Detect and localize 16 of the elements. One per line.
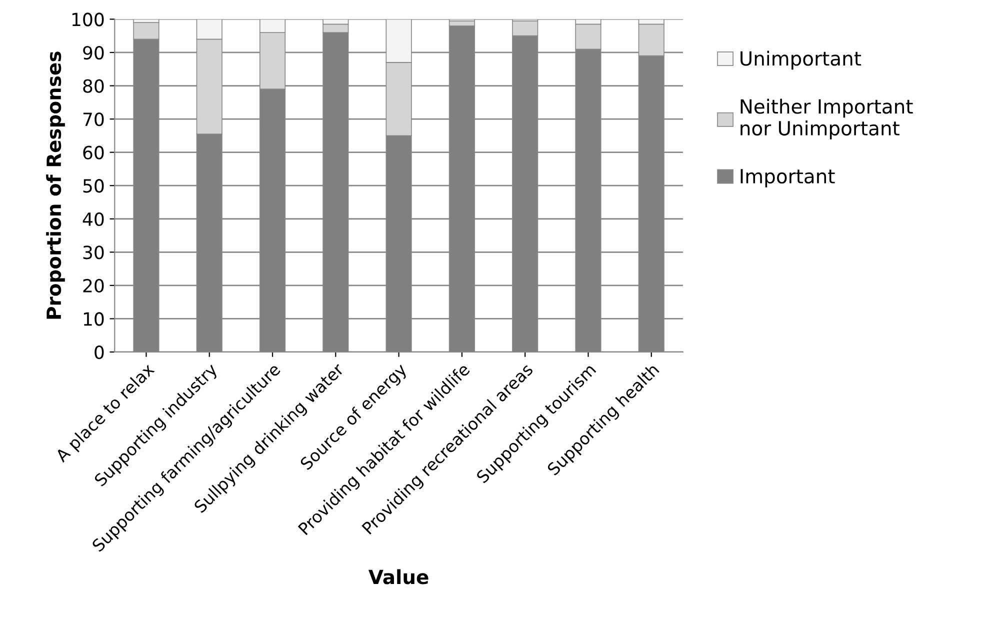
y-tick-label: 50 — [83, 179, 104, 193]
legend-label: Neither Important nor Unimportant — [740, 98, 913, 140]
legend-label: Unimportant — [740, 50, 862, 70]
y-tick-label: 20 — [83, 278, 104, 293]
x-axis-title: Value — [368, 569, 428, 584]
y-tick-label: 70 — [83, 112, 104, 126]
y-axis-title: Proportion of Responses — [46, 52, 65, 319]
y-tick-label: 30 — [83, 246, 104, 260]
y-tick-label: 60 — [83, 146, 104, 160]
y-tick-label: 0 — [94, 345, 104, 360]
y-tick-label: 90 — [83, 46, 104, 60]
y-tick-label: 80 — [83, 79, 104, 93]
legend-label: Important — [740, 169, 835, 188]
y-tick-label: 100 — [72, 12, 104, 26]
y-tick-label: 40 — [82, 212, 104, 226]
y-tick-label: 10 — [84, 312, 104, 326]
